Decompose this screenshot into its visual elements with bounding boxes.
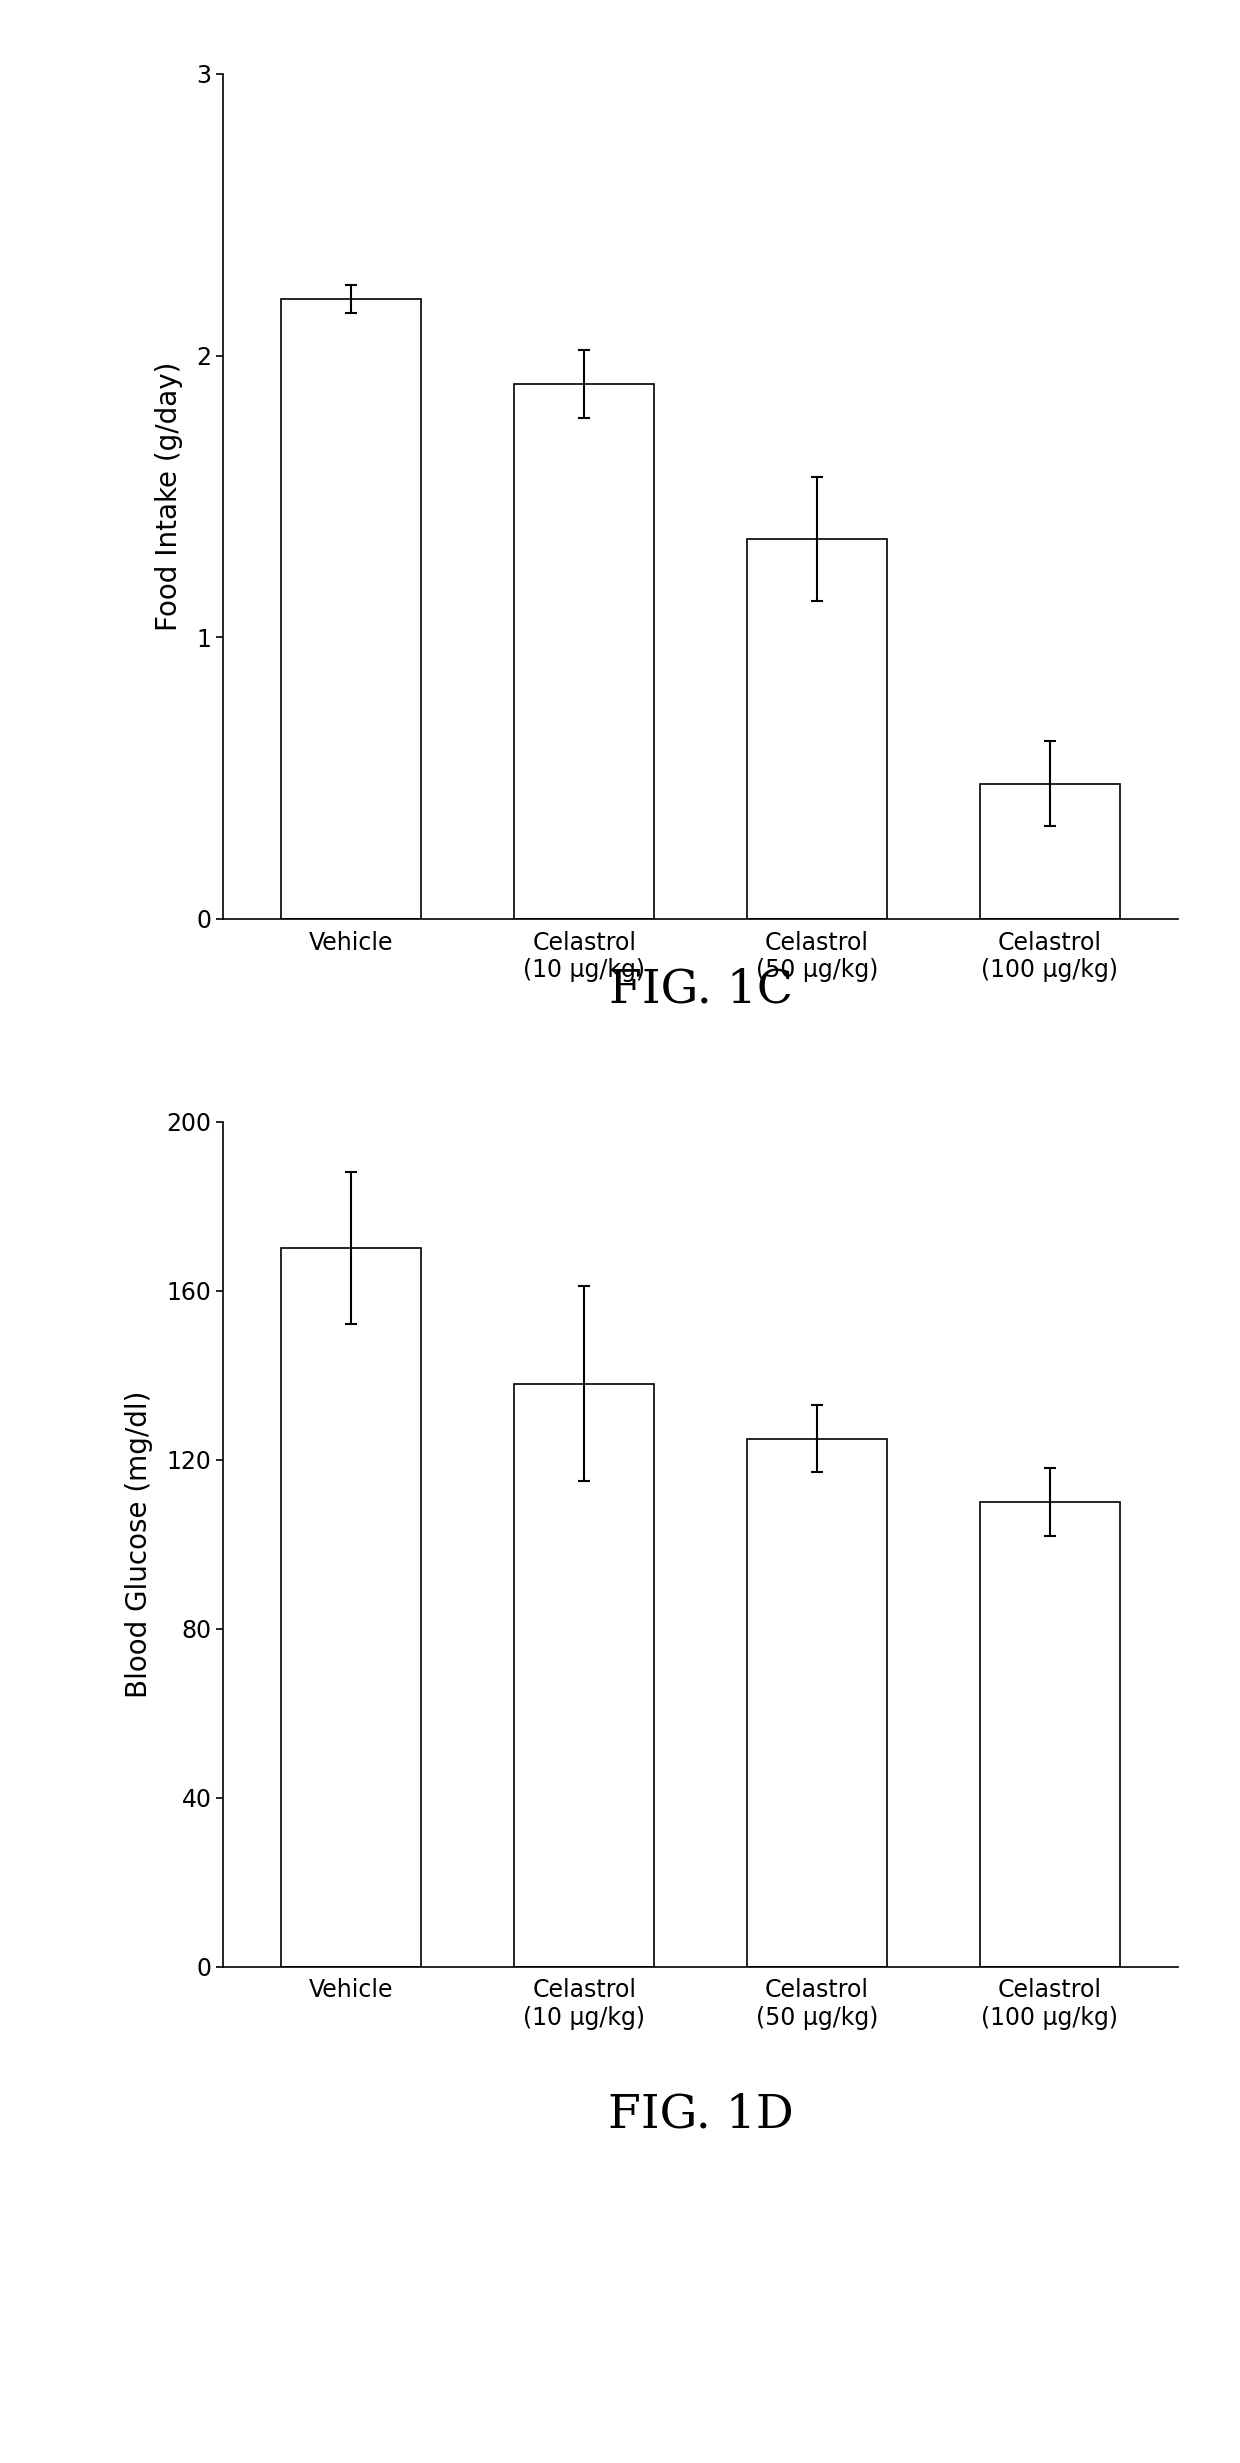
Text: FIG. 1D: FIG. 1D xyxy=(608,2091,794,2138)
Bar xyxy=(980,783,1120,919)
Bar xyxy=(748,1438,887,1965)
Y-axis label: Food Intake (g/day): Food Intake (g/day) xyxy=(155,362,182,631)
Y-axis label: Blood Glucose (mg/dl): Blood Glucose (mg/dl) xyxy=(124,1392,153,1697)
Bar xyxy=(515,1384,653,1965)
Text: FIG. 1C: FIG. 1C xyxy=(609,968,792,1012)
Bar xyxy=(281,1249,422,1965)
Bar xyxy=(980,1502,1120,1965)
Bar xyxy=(281,298,422,919)
Bar xyxy=(748,539,887,919)
Bar xyxy=(515,384,653,919)
